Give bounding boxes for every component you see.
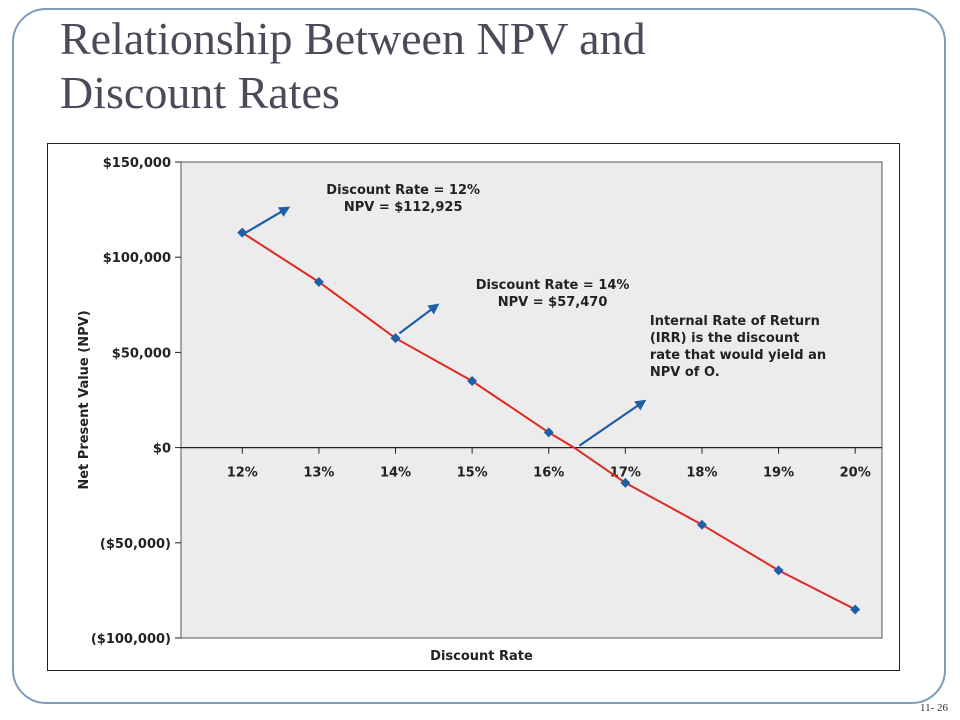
- annotation-text: Discount Rate = 12%: [326, 183, 480, 198]
- y-tick-label: $150,000: [103, 156, 171, 171]
- annotation-arrow: [245, 206, 291, 234]
- x-tick-label: 14%: [380, 466, 411, 481]
- data-point-marker: [390, 333, 401, 344]
- chart-frame: $150,000 $100,000 $50,000 $0 ($50,000) ($100,…: [47, 143, 900, 671]
- x-tick-label: 13%: [303, 466, 334, 481]
- annotation-text: Discount Rate = 14%: [476, 278, 630, 293]
- annotation-text: NPV of O.: [650, 365, 720, 380]
- data-point-marker: [467, 375, 478, 386]
- npv-chart: $150,000 $100,000 $50,000 $0 ($50,000) ($100,…: [77, 156, 883, 664]
- y-axis-label: Net Present Value (NPV): [77, 310, 92, 489]
- x-tick-label: 16%: [533, 466, 564, 481]
- data-point-marker: [773, 565, 784, 576]
- annotation-text: rate that would yield an: [650, 348, 826, 363]
- x-tick-label: 19%: [763, 466, 794, 481]
- x-tick-label: 18%: [686, 466, 717, 481]
- plot-area: [180, 161, 883, 639]
- y-tick-label: $100,000: [103, 251, 171, 266]
- x-axis-label: Discount Rate: [430, 649, 533, 664]
- slide-title: Relationship Between NPV and Discount Ra…: [60, 13, 646, 118]
- data-point-marker: [543, 427, 554, 438]
- data-point-marker: [237, 227, 248, 238]
- x-tick-label: 12%: [227, 466, 258, 481]
- annotation-arrow: [398, 303, 440, 335]
- npv-line: [241, 231, 856, 611]
- y-tick-label: ($50,000): [100, 537, 171, 552]
- annotation-text: NPV = $57,470: [498, 295, 608, 310]
- y-tick-label: ($100,000): [91, 632, 171, 647]
- annotation-text: NPV = $112,925: [344, 200, 463, 215]
- data-point-marker: [696, 519, 707, 530]
- data-point-marker: [850, 604, 861, 615]
- page-number: 11- 26: [919, 702, 948, 714]
- x-tick-label: 15%: [457, 466, 488, 481]
- y-tick-label: $0: [153, 442, 171, 457]
- y-tick-label: $50,000: [112, 346, 171, 361]
- data-point-marker: [620, 477, 631, 488]
- data-point-marker: [313, 276, 324, 287]
- annotation-text: Internal Rate of Return: [650, 314, 820, 329]
- annotation-arrow: [578, 399, 647, 447]
- annotation-text: (IRR) is the discount: [650, 331, 800, 346]
- x-tick-label: 20%: [840, 466, 871, 481]
